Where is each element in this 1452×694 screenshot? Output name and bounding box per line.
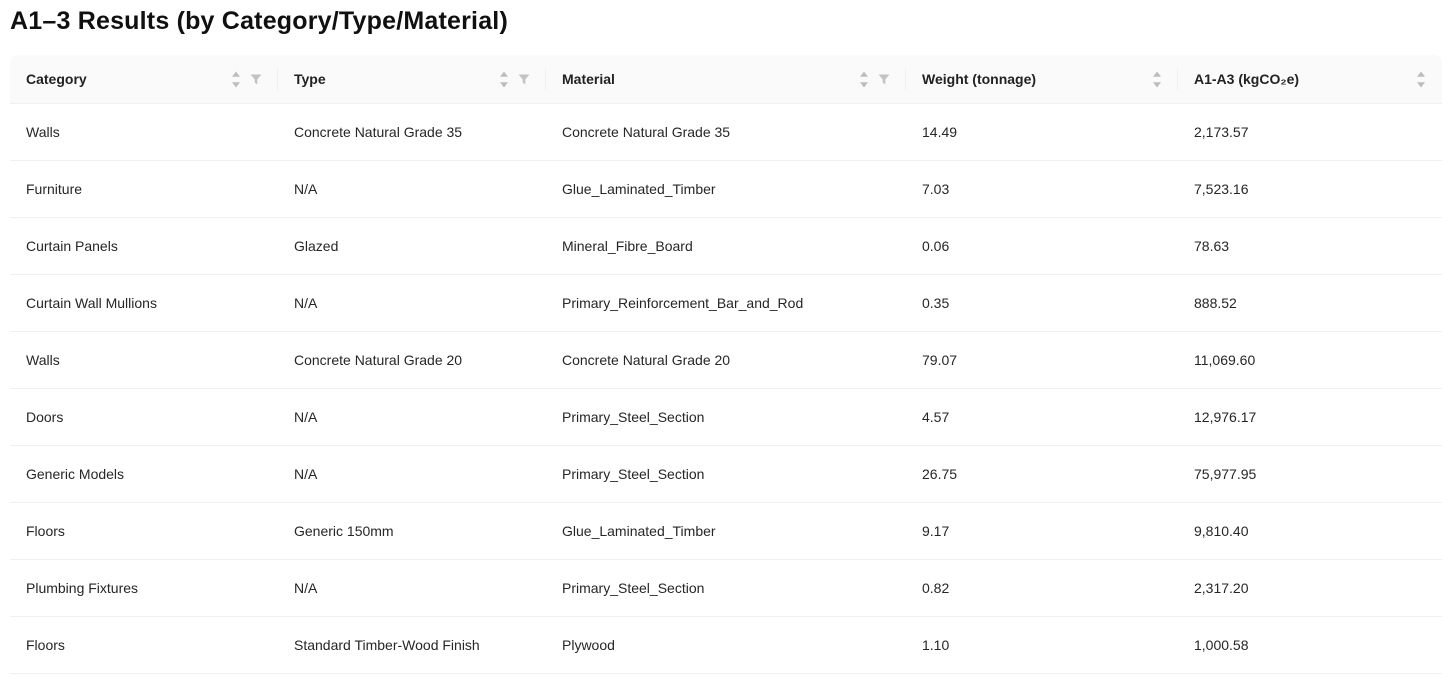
cell-material: Glue_Laminated_Timber [546,503,906,560]
cell-category: Floors [10,503,278,560]
cell-a1a3: 9,810.40 [1178,503,1442,560]
table-body: Walls Concrete Natural Grade 35 Concrete N… [10,104,1442,674]
cell-type: N/A [278,275,546,332]
cell-material: Glue_Laminated_Timber [546,161,906,218]
cell-weight: 9.17 [906,503,1178,560]
cell-weight: 0.82 [906,560,1178,617]
cell-a1a3: 11,069.60 [1178,332,1442,389]
cell-weight: 26.75 [906,446,1178,503]
page: A1–3 Results (by Category/Type/Material)… [0,0,1452,674]
cell-category: Furniture [10,161,278,218]
filter-funnel-icon[interactable] [878,74,890,85]
table-row: Floors Standard Timber-Wood Finish Plywood… [10,617,1442,674]
table-row: Furniture N/A Glue_Laminated_Timber 7.03 7,5… [10,161,1442,218]
table-row: Plumbing Fixtures N/A Primary_Steel_Sectio… [10,560,1442,617]
table-row: Floors Generic 150mm Glue_Laminated_Timber… [10,503,1442,560]
sort-caret-icon[interactable] [1416,70,1426,89]
cell-category: Walls [10,104,278,161]
table-row: Walls Concrete Natural Grade 20 Concrete N… [10,332,1442,389]
cell-material: Primary_Steel_Section [546,446,906,503]
cell-category: Generic Models [10,446,278,503]
cell-a1a3: 2,317.20 [1178,560,1442,617]
cell-type: N/A [278,161,546,218]
cell-weight: 4.57 [906,389,1178,446]
column-label-material: Material [562,71,615,87]
cell-a1a3: 888.52 [1178,275,1442,332]
cell-category: Doors [10,389,278,446]
table-header: Category [10,55,1442,104]
table-row: Doors N/A Primary_Steel_Section 4.57 12,976.… [10,389,1442,446]
cell-material: Plywood [546,617,906,674]
page-title: A1–3 Results (by Category/Type/Material) [10,7,508,35]
cell-material: Primary_Steel_Section [546,389,906,446]
column-label-a1a3: A1-A3 (kgCO₂e) [1194,71,1300,87]
cell-type: N/A [278,446,546,503]
cell-type: Standard Timber-Wood Finish [278,617,546,674]
cell-type: Generic 150mm [278,503,546,560]
cell-a1a3: 78.63 [1178,218,1442,275]
cell-weight: 0.35 [906,275,1178,332]
cell-a1a3: 12,976.17 [1178,389,1442,446]
column-header-material[interactable]: Material [546,55,906,104]
table-row: Curtain Panels Glazed Mineral_Fibre_Board 0… [10,218,1442,275]
cell-material: Primary_Reinforcement_Bar_and_Rod [546,275,906,332]
sort-caret-icon[interactable] [1152,70,1162,89]
cell-category: Floors [10,617,278,674]
cell-type: Glazed [278,218,546,275]
filter-funnel-icon[interactable] [518,74,530,85]
column-label-weight: Weight (tonnage) [922,71,1037,87]
table-row: Walls Concrete Natural Grade 35 Concrete N… [10,104,1442,161]
cell-type: N/A [278,389,546,446]
cell-weight: 7.03 [906,161,1178,218]
cell-category: Walls [10,332,278,389]
cell-weight: 1.10 [906,617,1178,674]
column-label-type: Type [294,71,326,87]
cell-material: Mineral_Fibre_Board [546,218,906,275]
cell-weight: 79.07 [906,332,1178,389]
cell-a1a3: 1,000.58 [1178,617,1442,674]
cell-category: Curtain Wall Mullions [10,275,278,332]
filter-funnel-icon[interactable] [250,74,262,85]
cell-type: Concrete Natural Grade 20 [278,332,546,389]
cell-category: Curtain Panels [10,218,278,275]
table-row: Curtain Wall Mullions N/A Primary_Reinforc… [10,275,1442,332]
sort-caret-icon[interactable] [231,70,241,89]
cell-weight: 0.06 [906,218,1178,275]
cell-a1a3: 75,977.95 [1178,446,1442,503]
cell-type: Concrete Natural Grade 35 [278,104,546,161]
column-header-type[interactable]: Type [278,55,546,104]
column-header-category[interactable]: Category [10,55,278,104]
results-table: Category [10,55,1442,674]
column-label-category: Category [26,71,87,87]
table-row: Generic Models N/A Primary_Steel_Section 26… [10,446,1442,503]
column-header-a1a3[interactable]: A1-A3 (kgCO₂e) [1178,55,1442,104]
cell-material: Concrete Natural Grade 35 [546,104,906,161]
column-header-weight[interactable]: Weight (tonnage) [906,55,1178,104]
cell-type: N/A [278,560,546,617]
cell-material: Primary_Steel_Section [546,560,906,617]
results-table-grid: Category [10,55,1442,674]
sort-caret-icon[interactable] [499,70,509,89]
cell-weight: 14.49 [906,104,1178,161]
sort-caret-icon[interactable] [859,70,869,89]
cell-category: Plumbing Fixtures [10,560,278,617]
cell-material: Concrete Natural Grade 20 [546,332,906,389]
cell-a1a3: 7,523.16 [1178,161,1442,218]
cell-a1a3: 2,173.57 [1178,104,1442,161]
table-header-row: Category [10,55,1442,104]
